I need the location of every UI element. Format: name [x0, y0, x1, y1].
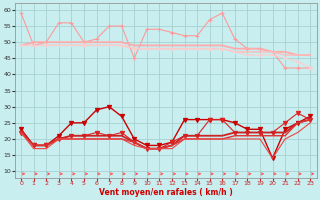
- X-axis label: Vent moyen/en rafales ( km/h ): Vent moyen/en rafales ( km/h ): [99, 188, 233, 197]
